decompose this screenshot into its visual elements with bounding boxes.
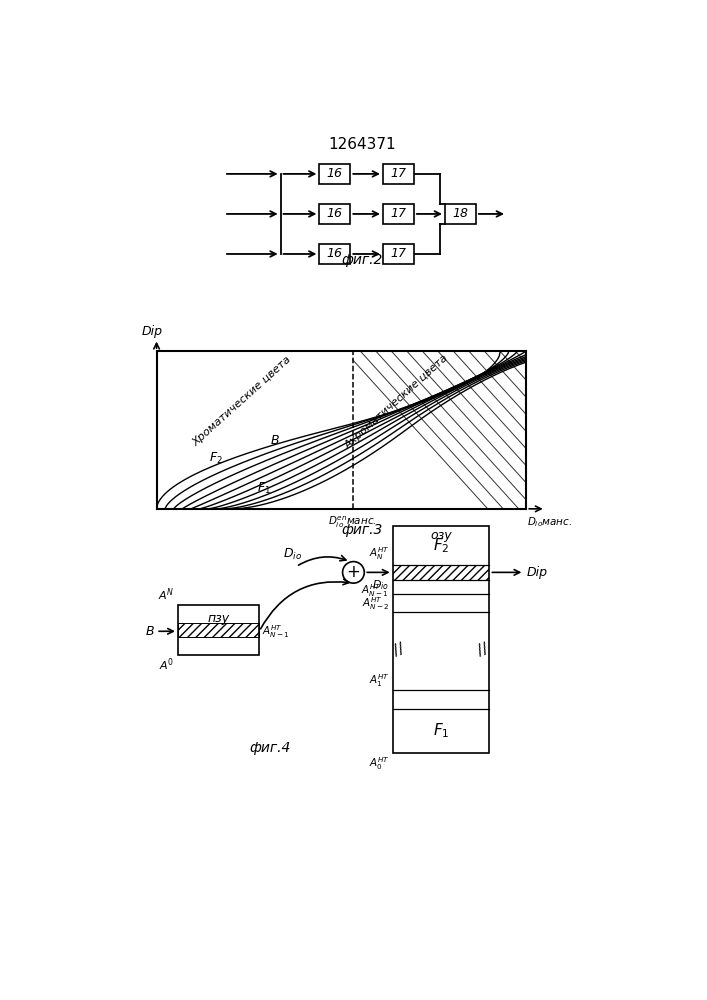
Text: Хроматические цвета: Хроматические цвета (190, 355, 293, 448)
Text: //: // (476, 641, 491, 659)
Text: +: + (346, 563, 361, 581)
Text: $A^{HT}_N$: $A^{HT}_N$ (368, 545, 390, 562)
Text: 17: 17 (390, 247, 407, 260)
Text: $A^0$: $A^0$ (160, 656, 175, 673)
Text: 16: 16 (327, 207, 343, 220)
Text: $A^N$: $A^N$ (158, 587, 175, 603)
Text: $A^{HT}_{N-1}$: $A^{HT}_{N-1}$ (262, 623, 290, 640)
Text: 1264371: 1264371 (328, 137, 396, 152)
Text: B: B (145, 625, 154, 638)
Text: 16: 16 (327, 247, 343, 260)
Text: 18: 18 (452, 207, 468, 220)
Text: 16: 16 (327, 167, 343, 180)
Text: $F_2$: $F_2$ (209, 451, 223, 466)
Bar (445, 204, 476, 224)
Text: $D_{io}$манс.: $D_{io}$манс. (527, 515, 572, 529)
Text: $A^{HT}_{N-2}$: $A^{HT}_{N-2}$ (361, 595, 390, 612)
Text: Dip: Dip (141, 325, 163, 338)
Bar (353, 351, 526, 509)
Bar (178, 623, 259, 637)
Text: 17: 17 (390, 167, 407, 180)
Text: $F_1$: $F_1$ (257, 481, 271, 496)
Bar (320, 244, 351, 264)
Text: $A^{HT}_0$: $A^{HT}_0$ (368, 755, 390, 772)
Text: озу: озу (430, 529, 452, 542)
Bar (383, 164, 414, 184)
Bar (383, 204, 414, 224)
Text: Ахроматические цвета: Ахроматические цвета (343, 352, 450, 451)
Text: $D^{en}_{io}$манс.: $D^{en}_{io}$манс. (328, 515, 377, 530)
Bar (178, 605, 259, 655)
Bar (320, 164, 351, 184)
Text: B: B (271, 434, 279, 447)
Text: $D_{io}$: $D_{io}$ (284, 547, 303, 562)
Text: фиг.3: фиг.3 (341, 523, 382, 537)
Text: $F_1$: $F_1$ (433, 722, 449, 740)
Text: пзу: пзу (208, 612, 230, 625)
Text: $D_{io}$: $D_{io}$ (373, 579, 390, 592)
Bar (383, 244, 414, 264)
Text: $A^{HT}_{N-1}$: $A^{HT}_{N-1}$ (361, 582, 390, 599)
Text: фиг.2: фиг.2 (341, 253, 382, 267)
Text: $A^{HT}_1$: $A^{HT}_1$ (368, 672, 390, 689)
Bar (320, 204, 351, 224)
Text: //: // (392, 641, 406, 659)
Text: $F_2$: $F_2$ (433, 536, 449, 555)
Bar (392, 526, 489, 753)
Text: 17: 17 (390, 207, 407, 220)
Text: Dip: Dip (527, 566, 548, 579)
Bar (392, 565, 489, 580)
Text: фиг.4: фиг.4 (250, 741, 291, 755)
